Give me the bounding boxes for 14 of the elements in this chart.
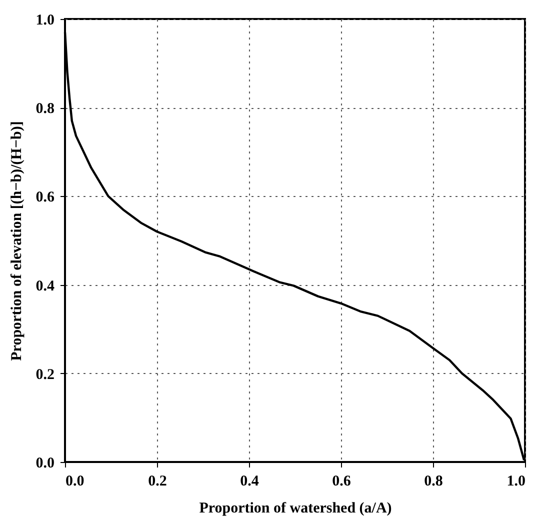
y-tick-label: 1.0 [36, 12, 54, 28]
x-tick-label: 0.8 [424, 474, 443, 490]
y-tick-label: 0.0 [36, 456, 54, 472]
x-tick-label: 0.6 [332, 474, 352, 490]
x-tick-label: 0.0 [66, 474, 84, 490]
y-tick-label: 0.8 [36, 101, 54, 118]
x-tick-label: 0.4 [240, 474, 260, 490]
y-axis-title: Proportion of elevation [(h−b)/(H−b)] [8, 121, 25, 361]
y-tick-label: 0.2 [36, 366, 54, 383]
x-axis-title: Proportion of watershed (a/A) [199, 500, 392, 516]
y-tick-label: 0.6 [36, 190, 55, 206]
x-tick-label: 1.0 [506, 474, 526, 490]
y-tick-label: 0.4 [36, 278, 55, 294]
x-tick-label: 0.2 [148, 474, 167, 490]
